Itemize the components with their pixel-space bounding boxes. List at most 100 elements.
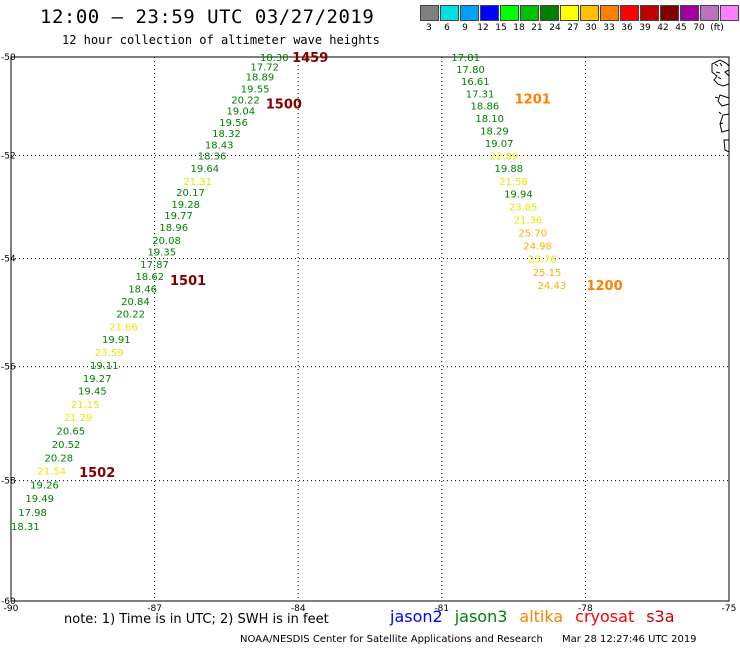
legend-swatch (520, 5, 539, 21)
wave-height-label: 21.54 (37, 467, 66, 478)
wave-height-label: 21.15 (71, 400, 100, 411)
wave-height-label: 18.46 (128, 284, 157, 295)
wave-height-label: 21.31 (183, 177, 212, 188)
wave-height-label: 19.27 (83, 374, 112, 385)
wave-height-color-legend: 3 6 9 12 15 18 21 24 27 30 33 36 39 42 45 70 (ft) (420, 5, 740, 33)
wave-height-label: 20.52 (52, 440, 81, 451)
legend-swatch (680, 5, 699, 21)
wave-height-label: 19.77 (164, 211, 193, 222)
wave-height-label: 20.22 (231, 95, 260, 106)
footer-timestamp: Mar 28 12:27:46 UTC 2019 (562, 634, 697, 645)
wave-height-label: 19.94 (504, 190, 533, 201)
wave-height-label: 19.64 (191, 164, 220, 175)
legend-label: 3 (426, 23, 432, 33)
wave-height-label: 21.66 (109, 323, 138, 334)
wave-height-label: 20.65 (57, 426, 86, 437)
page-title: 12:00 – 23:59 UTC 03/27/2019 (40, 6, 375, 28)
legend-swatches (420, 5, 740, 21)
wave-height-label: 19.28 (171, 200, 200, 211)
wave-height-label: 19.56 (219, 118, 248, 129)
lat-tick-label: -60 (1, 597, 16, 607)
legend-swatch (580, 5, 599, 21)
time-label: 1201 (515, 92, 551, 107)
legend-swatch (600, 5, 619, 21)
land-outline (711, 59, 730, 153)
note-text: note: 1) Time is in UTC; 2) SWH is in fe… (64, 612, 329, 627)
legend-label: 24 (549, 23, 561, 33)
wave-height-label: 19.55 (241, 85, 270, 96)
wave-height-label: 18.29 (480, 127, 509, 138)
wave-height-label: 21.58 (499, 177, 528, 188)
wave-height-label: 18.10 (475, 114, 504, 125)
wave-height-label: 18.31 (11, 522, 40, 533)
legend-swatch (560, 5, 579, 21)
wave-height-label: 25.70 (518, 228, 547, 239)
time-label: 1500 (266, 97, 302, 112)
wave-height-label: 20.22 (116, 310, 145, 321)
grid-lines (11, 57, 729, 601)
wave-height-label: 25.15 (533, 268, 562, 279)
legend-label: 42 (657, 23, 669, 33)
wave-height-label: 19.91 (102, 335, 131, 346)
wave-height-label: 20.28 (45, 453, 74, 464)
satellite-name-s3a: s3a (646, 607, 675, 626)
wave-height-label: 18.96 (159, 223, 188, 234)
lat-tick-label: -50 (1, 53, 16, 63)
legend-swatch (420, 5, 439, 21)
wave-height-label: 17.31 (466, 89, 495, 100)
legend-label: 15 (495, 23, 507, 33)
satellite-track: 18.3017.7218.8919.5520.2219.0419.5618.32… (11, 51, 328, 533)
wave-height-label: 17.81 (451, 53, 480, 64)
wave-height-label: 19.88 (494, 164, 523, 175)
wave-height-label: 18.62 (135, 272, 164, 283)
legend-swatch (500, 5, 519, 21)
satellite-name-jason3: jason3 (454, 607, 508, 626)
wave-height-label: 18.43 (205, 140, 234, 151)
wave-height-label: 17.87 (140, 260, 169, 271)
wave-height-label: 24.98 (523, 241, 552, 252)
lon-tick-label: -75 (722, 604, 737, 614)
legend-label: 21 (531, 23, 543, 33)
wave-height-label: 20.17 (176, 188, 205, 199)
lat-tick-label: -52 (1, 152, 16, 162)
legend-label: 70 (693, 23, 705, 33)
legend-label: (ft) (710, 23, 724, 33)
time-label: 1502 (79, 466, 115, 481)
time-label: 1200 (586, 279, 622, 294)
legend-swatch (620, 5, 639, 21)
wave-height-label: 19.45 (78, 387, 107, 398)
wave-height-label: 24.43 (538, 281, 567, 292)
footer-credit: NOAA/NESDIS Center for Satellite Applica… (240, 634, 543, 645)
wave-height-label: 18.36 (198, 152, 227, 163)
lat-tick-label: -56 (1, 363, 16, 373)
legend-labels: 3 6 9 12 15 18 21 24 27 30 33 36 39 42 45 70 (ft) (420, 23, 740, 33)
legend-label: 39 (639, 23, 651, 33)
wave-height-label: 21.29 (64, 413, 93, 424)
legend-swatch (640, 5, 659, 21)
legend-label: 30 (585, 23, 597, 33)
lon-tick-label: -78 (578, 604, 593, 614)
legend-swatch (480, 5, 499, 21)
legend-swatch (440, 5, 459, 21)
wave-height-label: 19.07 (485, 139, 514, 150)
lon-tick-label: -81 (434, 604, 449, 614)
satellite-name-jason2: jason2 (390, 607, 443, 626)
wave-height-label: 23.76 (528, 255, 557, 266)
map-frame (10, 56, 730, 602)
time-label: 1501 (170, 274, 206, 289)
legend-label: 18 (513, 23, 525, 33)
wave-height-label: 20.84 (121, 297, 150, 308)
wave-height-label: 16.61 (461, 77, 490, 88)
lon-tick-label: -90 (4, 604, 19, 614)
wave-height-label: 18.30 (260, 53, 289, 64)
satellite-name-altika: altika (519, 607, 564, 626)
wave-height-label: 23.59 (95, 348, 124, 359)
wave-height-label: 20.08 (152, 236, 181, 247)
wave-height-label: 18.89 (246, 72, 275, 83)
wave-height-label: 19.35 (147, 248, 176, 259)
lat-tick-label: -58 (1, 477, 16, 487)
legend-swatch (660, 5, 679, 21)
legend-label: 27 (567, 23, 579, 33)
